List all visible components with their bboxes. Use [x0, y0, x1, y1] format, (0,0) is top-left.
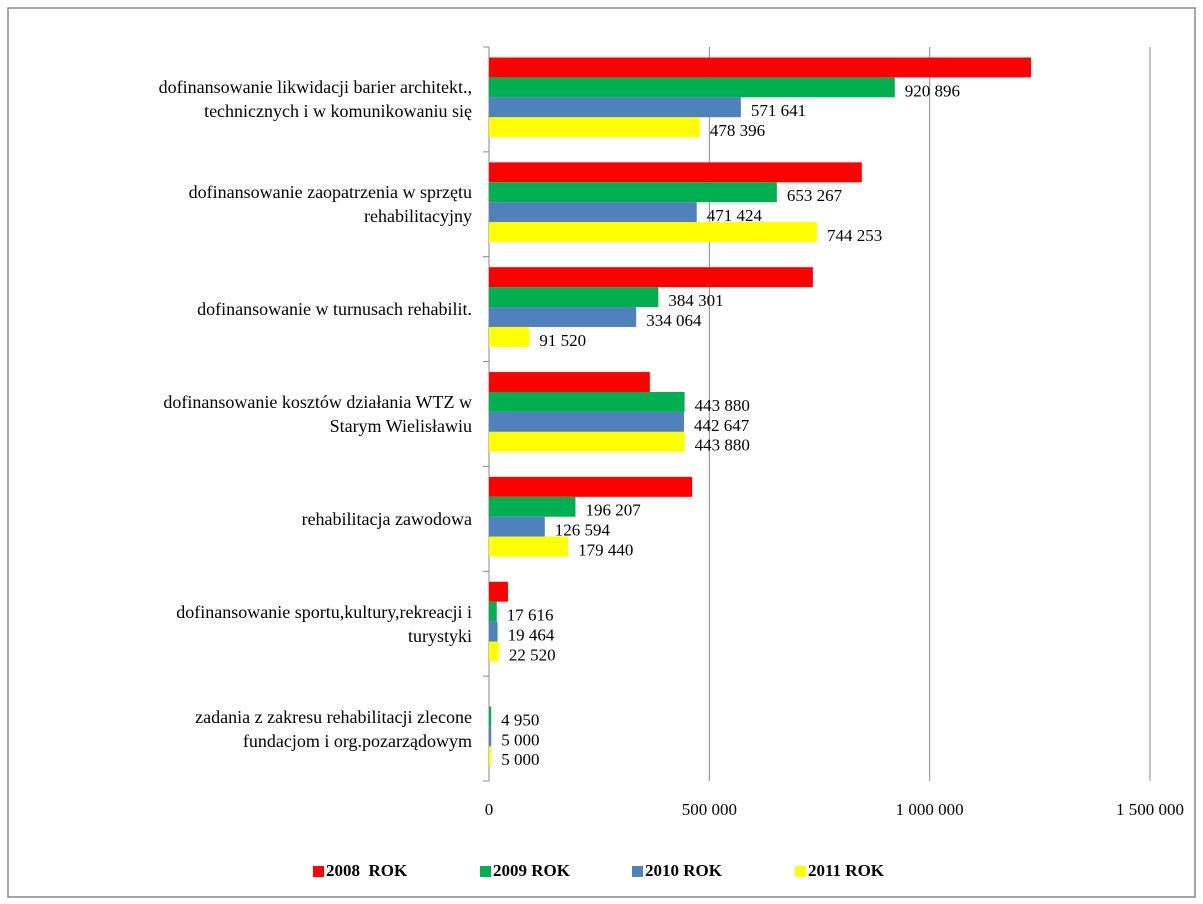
data-label: 91 520	[539, 331, 586, 350]
data-label: 179 440	[578, 541, 633, 560]
data-label: 571 641	[751, 101, 806, 120]
legend-label: 2011 ROK	[808, 861, 885, 880]
legend-swatch	[480, 866, 491, 877]
bar	[489, 287, 659, 308]
data-label: 442 647	[694, 416, 750, 435]
bar	[489, 372, 650, 392]
category-label: dofinansowanie likwidacji barier archite…	[158, 77, 472, 122]
bar	[489, 267, 813, 288]
data-label: 653 267	[787, 186, 843, 205]
bar	[489, 57, 1032, 78]
bar	[489, 746, 492, 767]
data-label: 443 880	[695, 396, 750, 415]
bar	[489, 97, 741, 118]
data-label: 384 301	[668, 291, 723, 310]
category-label: rehabilitacja zawodowa	[301, 508, 472, 529]
x-tick-label: 0	[485, 800, 494, 819]
data-label: 478 396	[710, 121, 765, 140]
data-label: 5 000	[501, 750, 539, 769]
bar	[489, 202, 697, 223]
bar	[489, 476, 693, 497]
category-label: dofinansowanie zaopatrzenia w sprzętu re…	[188, 182, 472, 227]
category-label: zadania z zakresu rehabilitacji zlecone …	[195, 706, 472, 751]
bar	[489, 411, 685, 432]
data-label: 17 616	[507, 606, 554, 625]
x-tick-label: 1 500 000	[1116, 800, 1184, 819]
bar	[489, 431, 685, 452]
bar	[489, 581, 508, 602]
bar	[489, 641, 499, 662]
category-label: dofinansowanie w turnusach rehabilit.	[197, 299, 472, 320]
bar	[489, 307, 637, 327]
data-label: 19 464	[508, 625, 555, 644]
legend-swatch	[313, 866, 324, 877]
bar	[489, 706, 492, 727]
data-label: 744 253	[827, 226, 882, 245]
data-label: 196 207	[585, 501, 641, 520]
bar	[489, 536, 569, 557]
legend-label: 2008 ROK	[326, 861, 408, 880]
bar	[489, 496, 576, 517]
bar	[489, 516, 545, 537]
data-label: 4 950	[501, 710, 539, 729]
bar	[489, 117, 700, 138]
legend-label: 2010 ROK	[645, 861, 723, 880]
data-label: 334 064	[646, 311, 702, 330]
legend-swatch	[632, 866, 643, 877]
x-tick-label: 1 000 000	[896, 800, 964, 819]
data-label: 5 000	[501, 730, 539, 749]
x-tick-label: 500 000	[682, 800, 737, 819]
category-label: dofinansowanie sportu,kultury,rekreacji …	[176, 601, 472, 646]
data-label: 126 594	[555, 521, 611, 540]
frame	[7, 7, 1196, 898]
bar	[489, 182, 777, 203]
data-label: 471 424	[707, 206, 763, 225]
data-label: 22 520	[509, 645, 556, 664]
bar	[489, 326, 530, 347]
bar	[489, 601, 497, 622]
legend-swatch	[795, 866, 806, 877]
bar	[489, 621, 498, 642]
category-label: dofinansowanie kosztów działania WTZ w S…	[163, 392, 472, 436]
bar	[489, 391, 685, 412]
legend-label: 2009 ROK	[493, 861, 571, 880]
bar	[489, 77, 895, 98]
bar	[489, 222, 817, 243]
bar	[489, 726, 492, 747]
data-label: 443 880	[695, 436, 750, 455]
data-label: 920 896	[905, 81, 960, 100]
bar	[489, 162, 862, 183]
